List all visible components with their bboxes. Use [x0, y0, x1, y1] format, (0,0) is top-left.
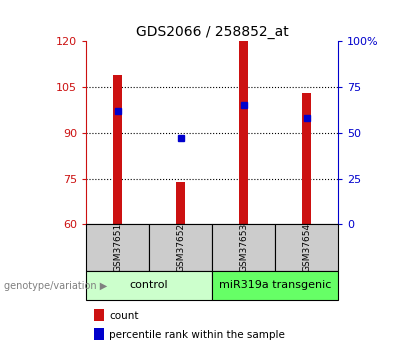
Text: GSM37651: GSM37651	[113, 223, 122, 272]
Bar	[86, 224, 149, 271]
Bar	[113, 75, 122, 224]
Text: genotype/variation ▶: genotype/variation ▶	[4, 281, 108, 290]
Bar	[239, 41, 248, 224]
Text: GSM37654: GSM37654	[302, 223, 311, 272]
Text: miR319a transgenic: miR319a transgenic	[219, 280, 331, 290]
Bar	[275, 224, 338, 271]
Text: control: control	[130, 280, 168, 290]
Text: count: count	[109, 311, 139, 321]
Title: GDS2066 / 258852_at: GDS2066 / 258852_at	[136, 25, 289, 39]
Bar	[86, 271, 212, 300]
Bar	[149, 224, 212, 271]
Bar	[176, 181, 185, 224]
Text: GSM37653: GSM37653	[239, 223, 248, 272]
Text: GSM37652: GSM37652	[176, 223, 185, 272]
Bar	[212, 224, 275, 271]
Text: percentile rank within the sample: percentile rank within the sample	[109, 330, 285, 339]
Bar	[302, 93, 311, 224]
Bar	[212, 271, 338, 300]
